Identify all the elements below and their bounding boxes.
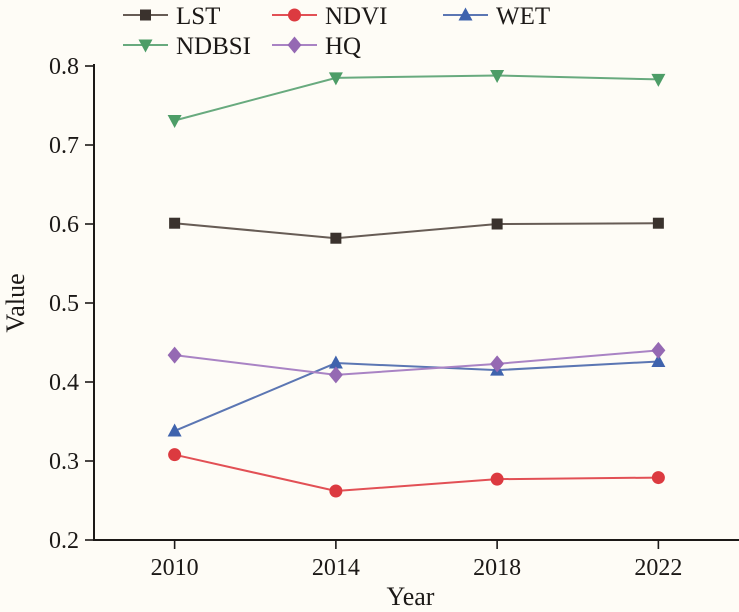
series-NDVI-marker [168, 448, 182, 462]
series-NDBSI-marker [328, 72, 343, 86]
series-NDVI-marker [651, 471, 665, 485]
series-LST-marker [330, 232, 342, 244]
series-NDBSI-line [174, 74, 659, 122]
x-tick-label: 2018 [473, 555, 521, 581]
series-NDBSI-marker [490, 69, 505, 83]
series-LST-marker [652, 217, 664, 229]
series-HQ-marker [167, 346, 182, 364]
series-LST-line [174, 222, 659, 240]
legend-marker-NDVI [288, 8, 301, 22]
series-LST-marker [169, 217, 181, 229]
x-tick-label: 2014 [312, 555, 360, 581]
series-WET-marker [651, 353, 666, 367]
legend-marker-WET [458, 7, 473, 21]
series-NDBSI-marker [651, 73, 666, 87]
legend-marker-NDBSI [138, 39, 153, 53]
legend-label-WET: WET [496, 3, 550, 30]
series-WET-marker [328, 355, 343, 369]
series-WET-marker [167, 423, 182, 437]
series-HQ-marker [328, 366, 343, 384]
legend-marker-LST [140, 9, 151, 21]
series-LST-marker [491, 218, 503, 230]
y-tick-label: 0.8 [49, 54, 79, 80]
series-NDBSI-marker [167, 115, 182, 129]
series-HQ-marker [651, 341, 666, 359]
x-tick-label: 2022 [634, 555, 682, 581]
legend-marker-HQ [287, 36, 302, 54]
x-tick-label: 2010 [151, 555, 199, 581]
y-tick-label: 0.5 [49, 291, 79, 317]
x-axis-title: Year [387, 582, 435, 611]
series-NDVI-line [174, 453, 659, 493]
series-HQ-line [174, 349, 659, 376]
series-NDVI-marker [490, 472, 504, 486]
y-tick-label: 0.4 [49, 370, 79, 396]
legend-label-NDVI: NDVI [325, 3, 388, 30]
series-HQ-marker [490, 355, 505, 373]
legend-label-NDBSI: NDBSI [176, 33, 251, 60]
y-tick-label: 0.3 [49, 449, 79, 475]
legend-label-LST: LST [176, 3, 220, 30]
y-tick-label: 0.7 [49, 133, 79, 159]
legend-label-HQ: HQ [325, 33, 361, 60]
series-WET-line [174, 360, 659, 432]
series-NDVI-marker [329, 484, 343, 498]
y-axis-title: Value [1, 273, 30, 332]
y-tick-label: 0.2 [49, 528, 79, 554]
y-tick-label: 0.6 [49, 212, 79, 238]
